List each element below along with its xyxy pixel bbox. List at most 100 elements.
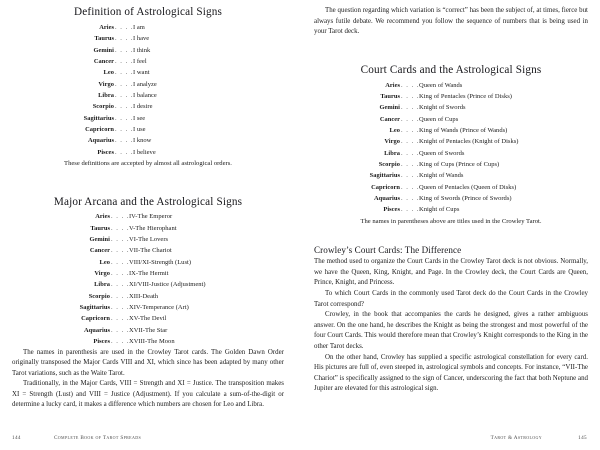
list-item: Virgo . . . . . . IX-The Hermit — [18, 268, 284, 279]
list-major-arcana: Aries . . . . . . IV-The Emperor Taurus … — [18, 211, 284, 347]
major-arcana-card: VI-The Lovers — [129, 236, 169, 244]
list-item: Libra . . . . . . XI/VIII-Justice (Adjus… — [18, 279, 284, 290]
dot-leader: . . . . . . — [401, 81, 419, 89]
running-head-recto: Tarot & Astrology — [490, 435, 542, 441]
major-arcana-card: XVIII-The Moon — [129, 338, 175, 346]
dot-leader: . . . . . . — [401, 161, 419, 169]
court-card: Queen of Wands — [419, 81, 463, 89]
list-item: Scorpio . . . . . . I desire — [18, 101, 284, 112]
dot-leader: . . . . . . — [111, 247, 129, 255]
sign-label: Sagittarius — [369, 172, 400, 180]
sign-label: Cancer — [89, 247, 110, 255]
list-item: Taurus . . . . . . V-The Hierophant — [18, 223, 284, 234]
sign-label: Libra — [384, 149, 400, 157]
court-card: Knight of Swords — [419, 104, 466, 112]
dot-leader: . . . . . . — [401, 104, 419, 112]
sign-label: Capricorn — [371, 183, 400, 191]
heading-court-cards-and-the-astrological-signs: Court Cards and the Astrological Signs — [360, 63, 542, 76]
sign-meaning: I feel — [133, 57, 147, 65]
list-item: Aquarius . . . . . . XVII-The Star — [18, 325, 284, 336]
dot-leader: . . . . . . — [115, 114, 133, 122]
dot-leader: . . . . . . — [115, 80, 133, 88]
list-item: Pisces . . . . . . Knight of Cups — [316, 204, 588, 215]
dot-leader: . . . . . . — [115, 103, 133, 111]
dot-leader: . . . . . . — [111, 270, 129, 278]
court-card: King of Swords (Prince of Swords) — [419, 195, 512, 203]
dot-leader: . . . . . . — [401, 93, 419, 100]
list-item: Aries . . . . . . Queen of Wands — [316, 80, 588, 91]
court-card: King of Pentacles (Prince of Disks) — [419, 93, 512, 100]
court-card: Queen of Swords — [419, 149, 465, 157]
sign-label: Pisces — [97, 148, 114, 156]
list-item: Sagittarius . . . . . . I see — [18, 113, 284, 124]
list-item: Aries . . . . . . I am — [18, 22, 284, 33]
list-item: Gemini . . . . . . VI-The Lovers — [18, 234, 284, 245]
major-arcana-card: XIII-Death — [129, 292, 159, 300]
dot-leader: . . . . . . — [401, 195, 419, 203]
sign-label: Gemini — [89, 236, 110, 244]
heading-major-arcana-and-the-astrological-signs: Major Arcana and the Astrological Signs — [53, 195, 243, 208]
sign-label: Pisces — [383, 206, 400, 214]
sign-label: Cancer — [379, 115, 400, 123]
dot-leader: . . . . . . — [401, 183, 419, 191]
court-card: Queen of Cups — [419, 115, 459, 123]
major-arcana-card: XV-The Devil — [129, 315, 167, 323]
sign-meaning: I believe — [133, 148, 156, 156]
sign-label: Taurus — [94, 35, 114, 43]
list-item: Capricorn . . . . . . XV-The Devil — [18, 313, 284, 324]
paragraph-crowley-4: On the other hand, Crowley has supplied … — [314, 353, 588, 393]
sign-label: Libra — [98, 91, 114, 99]
sign-label: Aquarius — [88, 137, 114, 145]
sign-meaning: I have — [133, 35, 150, 43]
list-item: Sagittarius . . . . . . XIV-Temperance (… — [18, 302, 284, 313]
sign-label: Taurus — [90, 224, 110, 232]
sign-label: Aquarius — [84, 326, 110, 334]
list-item: Scorpio . . . . . . XIII-Death — [18, 291, 284, 302]
dot-leader: . . . . . . — [115, 125, 133, 133]
dot-leader: . . . . . . — [115, 46, 133, 54]
sign-label: Gemini — [93, 46, 114, 54]
section-spacer — [12, 170, 284, 196]
sign-label: Cancer — [93, 57, 114, 65]
court-card: Queen of Pentacles (Queen of Disks) — [419, 183, 517, 191]
major-arcana-card: XI/VIII-Justice (Adjustment) — [129, 281, 206, 289]
dot-leader: . . . . . . — [115, 148, 133, 156]
sign-label: Taurus — [380, 93, 400, 100]
caption-court-cards: The names in parentheses above are title… — [360, 217, 542, 225]
court-card: Knight of Wands — [419, 172, 464, 180]
heading-definition-of-astrological-signs: Definition of Astrological Signs — [73, 6, 223, 18]
dot-leader: . . . . . . — [401, 172, 419, 180]
sign-label: Leo — [99, 258, 110, 266]
section-spacer — [314, 38, 588, 64]
sign-meaning: I know — [133, 137, 152, 145]
court-card: King of Wands (Prince of Wands) — [419, 127, 508, 135]
sign-meaning: I am — [133, 23, 145, 31]
sign-label: Libra — [94, 281, 110, 289]
sign-label: Gemini — [379, 104, 400, 112]
list-item: Taurus . . . . . . King of Pentacles (Pr… — [316, 91, 588, 102]
folio-number-verso: 144 — [12, 435, 21, 441]
dot-leader: . . . . . . — [111, 292, 129, 300]
sign-meaning: I use — [133, 125, 146, 133]
dot-leader: . . . . . . — [115, 91, 133, 99]
heading-crowleys-court-cards-the-difference: Crowley’s Court Cards: The Difference — [314, 245, 462, 256]
dot-leader: . . . . . . — [401, 127, 419, 135]
major-arcana-card: VIII/XI-Strength (Lust) — [129, 258, 192, 266]
sign-meaning: I see — [133, 114, 146, 122]
list-item: Sagittarius . . . . . . Knight of Wands — [316, 170, 588, 181]
sign-label: Virgo — [94, 270, 110, 278]
paragraph-continuation: The question regarding which variation i… — [314, 7, 588, 36]
sign-label: Aries — [99, 23, 114, 31]
sign-label: Aquarius — [374, 195, 400, 203]
list-item: Scorpio . . . . . . King of Cups (Prince… — [316, 159, 588, 170]
list-item: Aries . . . . . . IV-The Emperor — [18, 211, 284, 222]
list-item: Pisces . . . . . . XVIII-The Moon — [18, 336, 284, 347]
sign-label: Aries — [95, 213, 110, 221]
dot-leader: . . . . . . — [111, 326, 129, 334]
list-item: Leo . . . . . . King of Wands (Prince of… — [316, 125, 588, 136]
dot-leader: . . . . . . — [111, 281, 129, 289]
recto-page: The question regarding which variation i… — [300, 0, 600, 450]
dot-leader: . . . . . . — [111, 315, 129, 323]
sign-label: Sagittarius — [79, 304, 110, 312]
